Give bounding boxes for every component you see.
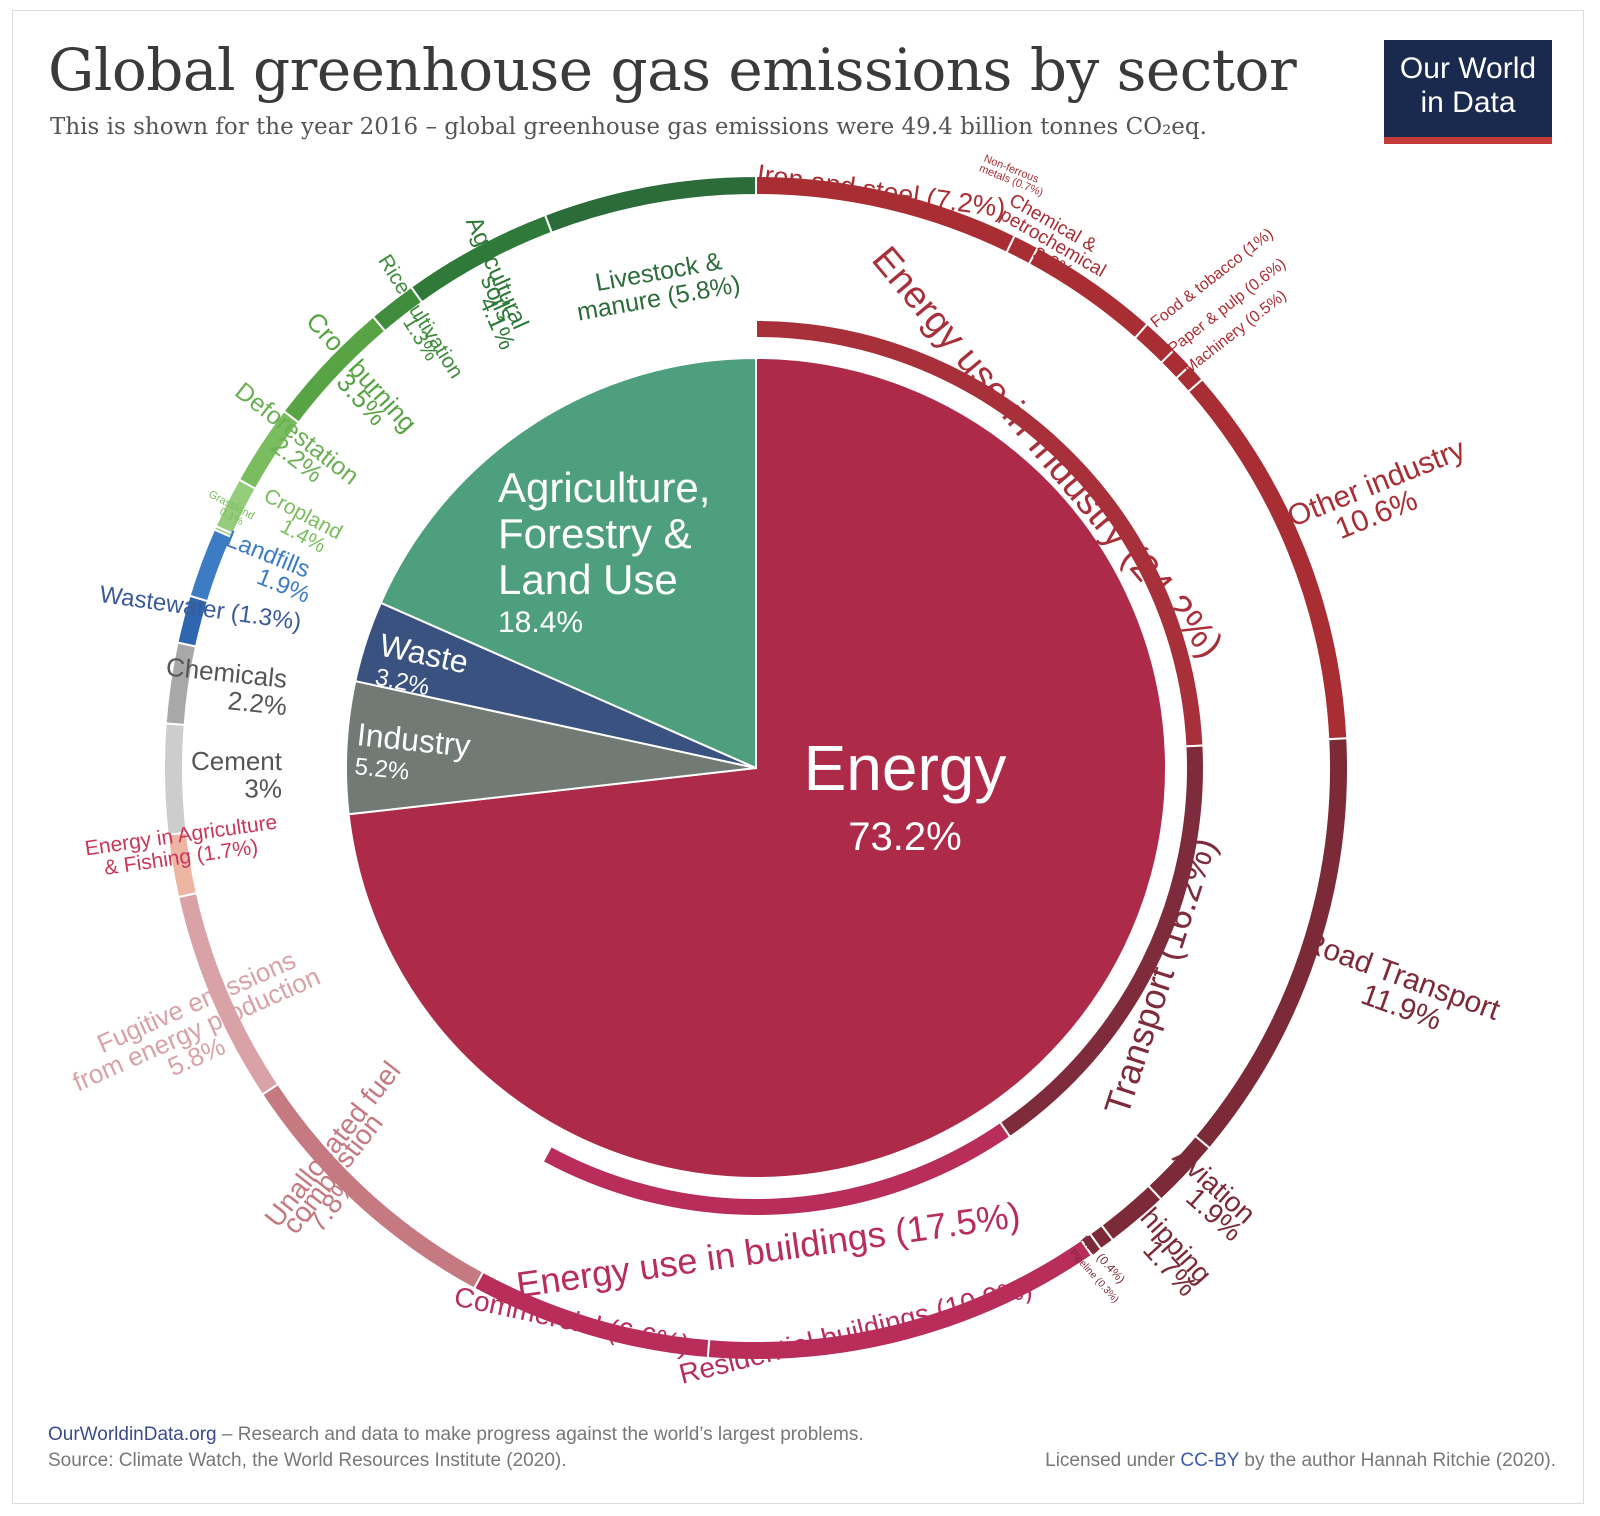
footer-row-2: Source: Climate Watch, the World Resourc… xyxy=(48,1450,1556,1476)
logo-line-1: Our World xyxy=(1399,52,1537,85)
outer-label-cement-3-line-1: Cement xyxy=(191,746,283,776)
footer-tagline: – Research and data to make progress aga… xyxy=(216,1424,864,1445)
group-arc-energy-use-in-buildings-17-5 xyxy=(541,1120,1012,1217)
footer: OurWorldinData.org – Research and data t… xyxy=(48,1424,1556,1476)
footer-row-1: OurWorldinData.org – Research and data t… xyxy=(48,1424,1556,1450)
outer-label-iron-and-steel-7-2: Iron and steel (7.2%) xyxy=(755,159,1007,224)
license-suffix: by the author Hannah Ritchie (2020). xyxy=(1239,1450,1556,1471)
pie-label-afolu-line-1: Agriculture, xyxy=(498,464,710,511)
owid-site-link[interactable]: OurWorldinData.org xyxy=(48,1424,217,1445)
cc-by-link[interactable]: CC-BY xyxy=(1180,1450,1240,1471)
outer-arc-other-industry-10-6 xyxy=(1186,377,1349,741)
footer-license: Licensed under CC-BY by the author Hanna… xyxy=(1045,1450,1556,1472)
outer-arc-cement-3 xyxy=(163,722,188,836)
outer-label-chemicals-2-2-line-2: 2.2% xyxy=(226,685,288,721)
energy-group-ring xyxy=(541,318,1205,1217)
chart-subtitle: This is shown for the year 2016 – global… xyxy=(50,114,1207,140)
pie-slice-afolu xyxy=(379,356,757,770)
footer-source: Source: Climate Watch, the World Resourc… xyxy=(48,1450,567,1471)
sub-sector-ring xyxy=(163,174,1349,1361)
pie-value-industry: 5.2% xyxy=(353,753,410,786)
outer-label-cement-3-line-2: 3% xyxy=(244,773,282,803)
license-prefix: Licensed under xyxy=(1045,1450,1181,1471)
outer-label-residential-buildings-10-9: Residential buildings (10.9%) xyxy=(676,1272,1035,1390)
owid-logo[interactable]: Our World in Data xyxy=(1384,40,1552,144)
pie-label-afolu-line-2: Forestry & xyxy=(498,510,692,557)
pie-label-energy: Energy xyxy=(804,732,1007,804)
chart-title: Global greenhouse gas emissions by secto… xyxy=(48,36,1297,104)
pie-value-energy: 73.2% xyxy=(848,815,961,859)
logo-line-2: in Data xyxy=(1420,86,1516,119)
main-pie xyxy=(345,356,1167,1179)
pie-value-afolu: 18.4% xyxy=(498,606,583,639)
pie-slice-energy xyxy=(347,356,1167,1179)
pie-label-afolu-line-3: Land Use xyxy=(498,556,678,603)
outer-arc-livestock-manure-5-8 xyxy=(543,174,757,234)
